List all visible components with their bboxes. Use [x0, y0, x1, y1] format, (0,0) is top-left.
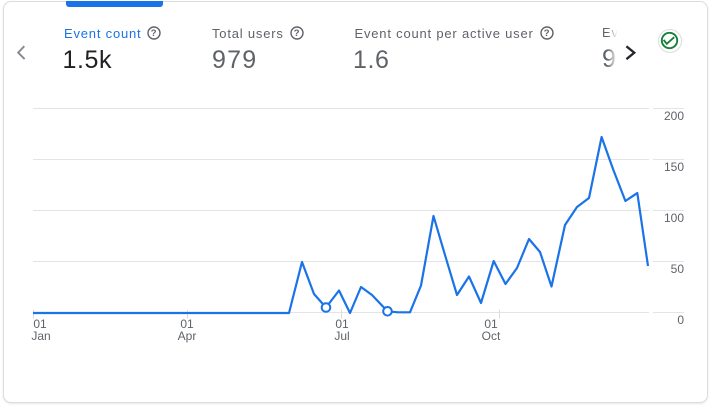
- svg-text:01: 01: [484, 317, 498, 331]
- svg-text:?: ?: [151, 28, 158, 39]
- svg-text:Apr: Apr: [178, 329, 197, 343]
- svg-text:01: 01: [33, 317, 47, 331]
- svg-text:?: ?: [293, 28, 300, 39]
- svg-text:01: 01: [335, 317, 349, 331]
- svg-text:Jan: Jan: [31, 329, 50, 343]
- svg-text:200: 200: [664, 109, 684, 123]
- svg-text:50: 50: [671, 262, 685, 276]
- svg-text:0: 0: [677, 313, 684, 327]
- svg-text:Oct: Oct: [482, 329, 501, 343]
- svg-text:?: ?: [543, 28, 550, 39]
- svg-text:100: 100: [664, 211, 684, 225]
- svg-text:150: 150: [664, 160, 684, 174]
- svg-text:01: 01: [180, 317, 194, 331]
- svg-text:Jul: Jul: [334, 329, 349, 343]
